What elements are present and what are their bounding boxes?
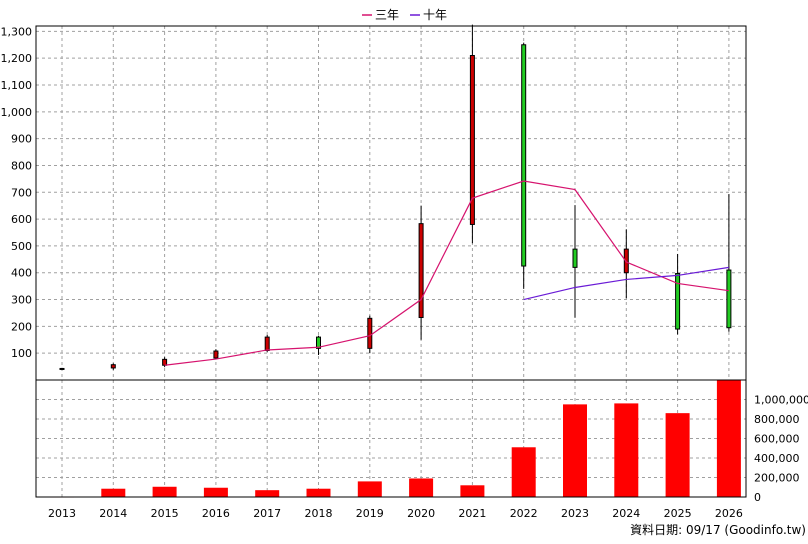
- year-tick-label: 2024: [612, 507, 640, 520]
- volume-bar: [409, 478, 433, 497]
- volume-bar: [358, 481, 382, 497]
- volume-bar: [512, 447, 536, 497]
- price-tick-label: 400: [11, 267, 32, 280]
- volume-bar: [101, 489, 125, 497]
- volume-bars: [50, 380, 741, 498]
- volume-tick-label: 600,000: [754, 433, 800, 446]
- candle-body: [60, 368, 64, 369]
- volume-bar: [460, 485, 484, 497]
- volume-bar: [563, 404, 587, 497]
- candle-body: [111, 365, 115, 368]
- year-tick-label: 2023: [561, 507, 589, 520]
- candle-body: [163, 359, 167, 365]
- candle-body: [214, 351, 218, 358]
- volume-bar: [717, 380, 741, 497]
- volume-tick-label: 200,000: [754, 472, 800, 485]
- price-tick-label: 600: [11, 213, 32, 226]
- candle-body: [676, 274, 680, 330]
- data-date-footer: 資料日期: 09/17 (Goodinfo.tw): [630, 523, 806, 537]
- year-tick-label: 2019: [356, 507, 384, 520]
- year-tick-label: 2025: [664, 507, 692, 520]
- volume-bar: [666, 413, 690, 497]
- price-tick-label: 1,000: [1, 106, 33, 119]
- volume-tick-label: 1,000,000: [754, 394, 808, 407]
- year-tick-label: 2017: [253, 507, 281, 520]
- price-tick-label: 300: [11, 294, 32, 307]
- price-tick-label: 500: [11, 240, 32, 253]
- price-tick-label: 700: [11, 186, 32, 199]
- volume-bar: [614, 403, 638, 497]
- grid: [36, 26, 746, 497]
- year-tick-label: 2016: [202, 507, 230, 520]
- price-tick-label: 1,200: [1, 52, 33, 65]
- year-tick-label: 2022: [510, 507, 538, 520]
- price-tick-label: 900: [11, 133, 32, 146]
- volume-bar: [204, 488, 228, 497]
- legend-label: 三年: [375, 8, 399, 22]
- year-tick-label: 2021: [458, 507, 486, 520]
- year-tick-label: 2020: [407, 507, 435, 520]
- volume-tick-label: 800,000: [754, 413, 800, 426]
- volume-tick-label: 400,000: [754, 452, 800, 465]
- candle-body: [727, 270, 731, 328]
- volume-bar: [153, 487, 177, 497]
- candle-body: [573, 249, 577, 267]
- candle-body: [522, 45, 526, 266]
- candle-body: [265, 337, 269, 350]
- price-tick-label: 800: [11, 159, 32, 172]
- price-tick-label: 100: [11, 347, 32, 360]
- price-tick-label: 1,300: [1, 25, 33, 38]
- price-panel-frame: [36, 26, 746, 380]
- volume-tick-label: 0: [754, 491, 761, 504]
- legend-label: 十年: [423, 8, 447, 22]
- candle-body: [368, 318, 372, 348]
- year-tick-label: 2013: [48, 507, 76, 520]
- year-tick-label: 2014: [99, 507, 127, 520]
- year-tick-label: 2026: [715, 507, 743, 520]
- year-tick-label: 2015: [151, 507, 179, 520]
- price-tick-label: 1,100: [1, 79, 33, 92]
- volume-bar: [255, 490, 279, 497]
- price-tick-label: 200: [11, 320, 32, 333]
- volume-bar: [307, 489, 331, 497]
- legend: 三年 十年: [362, 8, 447, 22]
- year-tick-label: 2018: [305, 507, 333, 520]
- candle-body: [419, 224, 423, 318]
